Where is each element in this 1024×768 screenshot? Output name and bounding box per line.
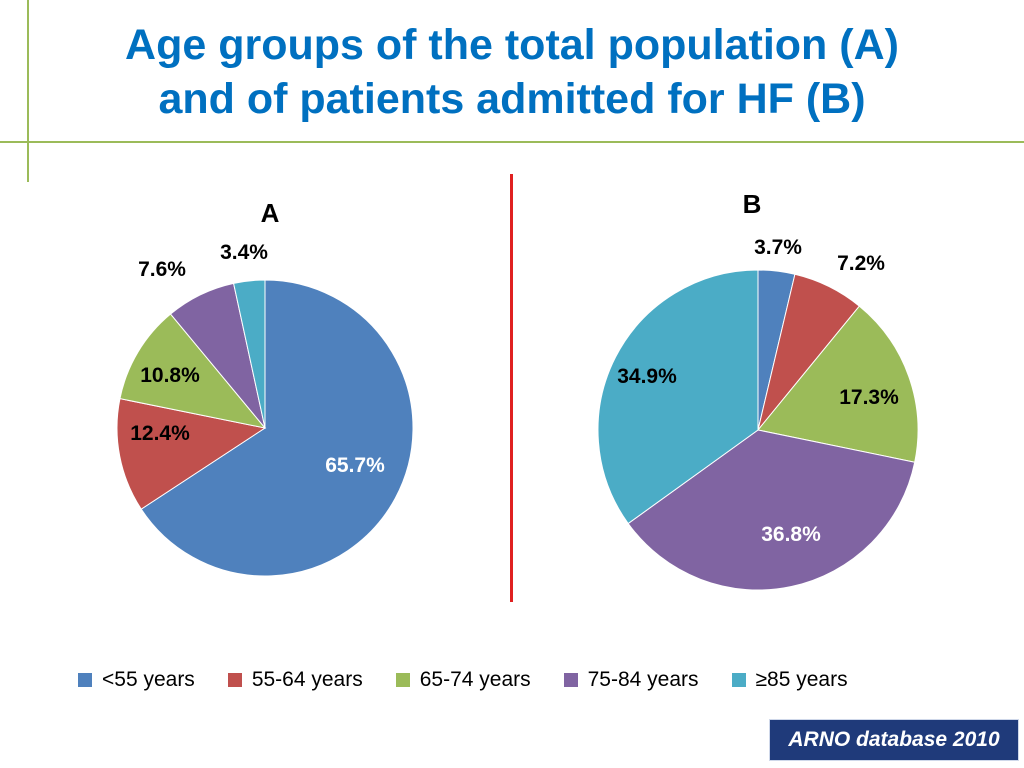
pie-chart-b: B 3.7% 7.2% 17.3% 36.8% 34.9%: [597, 189, 919, 591]
pie-b-label-under-55: 3.7%: [754, 236, 802, 259]
legend-swatch-55-64: [227, 673, 242, 687]
title-line-1: Age groups of the total population (A): [125, 21, 899, 69]
legend-swatch-75-84: [563, 673, 578, 687]
decorative-vertical-line: [27, 0, 29, 182]
legend-swatch-65-74: [395, 673, 410, 687]
pie-b-label-75-84: 36.8%: [761, 523, 821, 546]
pie-a-label-55-64: 12.4%: [130, 422, 190, 445]
legend-label-85-plus: ≥85 years: [755, 668, 848, 691]
pie-a-label-85-plus: 3.4%: [220, 241, 268, 264]
legend-swatch-85-plus: [731, 673, 746, 687]
legend-item-65-74: 65-74 years: [395, 668, 531, 692]
pie-chart-a-title: A: [261, 198, 280, 228]
legend-item-55-64: 55-64 years: [227, 668, 363, 692]
legend-item-85-plus: ≥85 years: [731, 668, 848, 692]
pie-a-slice-55-64: [116, 398, 267, 510]
pie-a-slice-85-plus: [232, 279, 266, 429]
legend-swatch-under-55: [78, 673, 92, 687]
pie-chart-a: A 65.7% 12.4% 10.8% 7.6% 3.4%: [116, 198, 414, 577]
legend-label-55-64: 55-64 years: [251, 668, 363, 691]
legend-item-75-84: 75-84 years: [563, 668, 699, 692]
source-label: ARNO database 2010: [788, 728, 1000, 751]
pie-a-label-75-84: 7.6%: [138, 258, 186, 281]
chart-divider-line: [510, 174, 513, 602]
legend-label-under-55: <55 years: [102, 668, 195, 691]
pie-a-slice-65-74: [119, 313, 267, 429]
pie-a-slice-under-55: [140, 279, 414, 577]
pie-chart-b-title: B: [743, 189, 762, 219]
chart-legend: <55 years 55-64 years 65-74 years 75-84 …: [78, 665, 881, 695]
decorative-horizontal-line: [0, 141, 1024, 143]
legend-label-75-84: 75-84 years: [587, 668, 699, 691]
title-line-2: and of patients admitted for HF (B): [158, 75, 866, 123]
pie-b-slice-65-74: [757, 305, 919, 463]
slide-title: Age groups of the total population (A) a…: [30, 18, 994, 126]
pie-b-slice-75-84: [627, 429, 916, 591]
pie-b-label-85-plus: 34.9%: [617, 365, 677, 388]
legend-label-65-74: 65-74 years: [419, 668, 531, 691]
source-badge: ARNO database 2010: [769, 719, 1019, 761]
pie-b-label-65-74: 17.3%: [839, 386, 899, 409]
pie-b-slice-85-plus: [597, 269, 759, 525]
legend-item-under-55: <55 years: [78, 668, 195, 692]
pie-a-label-65-74: 10.8%: [140, 364, 200, 387]
pie-b-label-55-64: 7.2%: [837, 252, 885, 275]
pie-a-label-under-55: 65.7%: [325, 454, 385, 477]
